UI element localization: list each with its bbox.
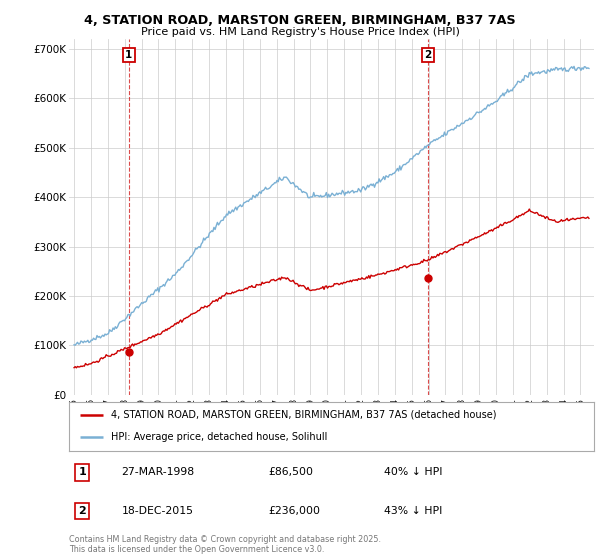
Text: 1: 1 (125, 50, 132, 60)
Text: £236,000: £236,000 (269, 506, 320, 516)
Text: Price paid vs. HM Land Registry's House Price Index (HPI): Price paid vs. HM Land Registry's House … (140, 27, 460, 37)
Text: 43% ↓ HPI: 43% ↓ HPI (384, 506, 442, 516)
Text: HPI: Average price, detached house, Solihull: HPI: Average price, detached house, Soli… (111, 432, 328, 442)
Text: 4, STATION ROAD, MARSTON GREEN, BIRMINGHAM, B37 7AS (detached house): 4, STATION ROAD, MARSTON GREEN, BIRMINGH… (111, 410, 497, 420)
Text: 18-DEC-2015: 18-DEC-2015 (121, 506, 193, 516)
Text: 2: 2 (78, 506, 86, 516)
Text: £86,500: £86,500 (269, 468, 314, 478)
Text: 27-MAR-1998: 27-MAR-1998 (121, 468, 194, 478)
Text: 40% ↓ HPI: 40% ↓ HPI (384, 468, 443, 478)
Text: 1: 1 (78, 468, 86, 478)
Text: 4, STATION ROAD, MARSTON GREEN, BIRMINGHAM, B37 7AS: 4, STATION ROAD, MARSTON GREEN, BIRMINGH… (84, 14, 516, 27)
Text: 2: 2 (424, 50, 431, 60)
Text: Contains HM Land Registry data © Crown copyright and database right 2025.
This d: Contains HM Land Registry data © Crown c… (69, 535, 381, 554)
